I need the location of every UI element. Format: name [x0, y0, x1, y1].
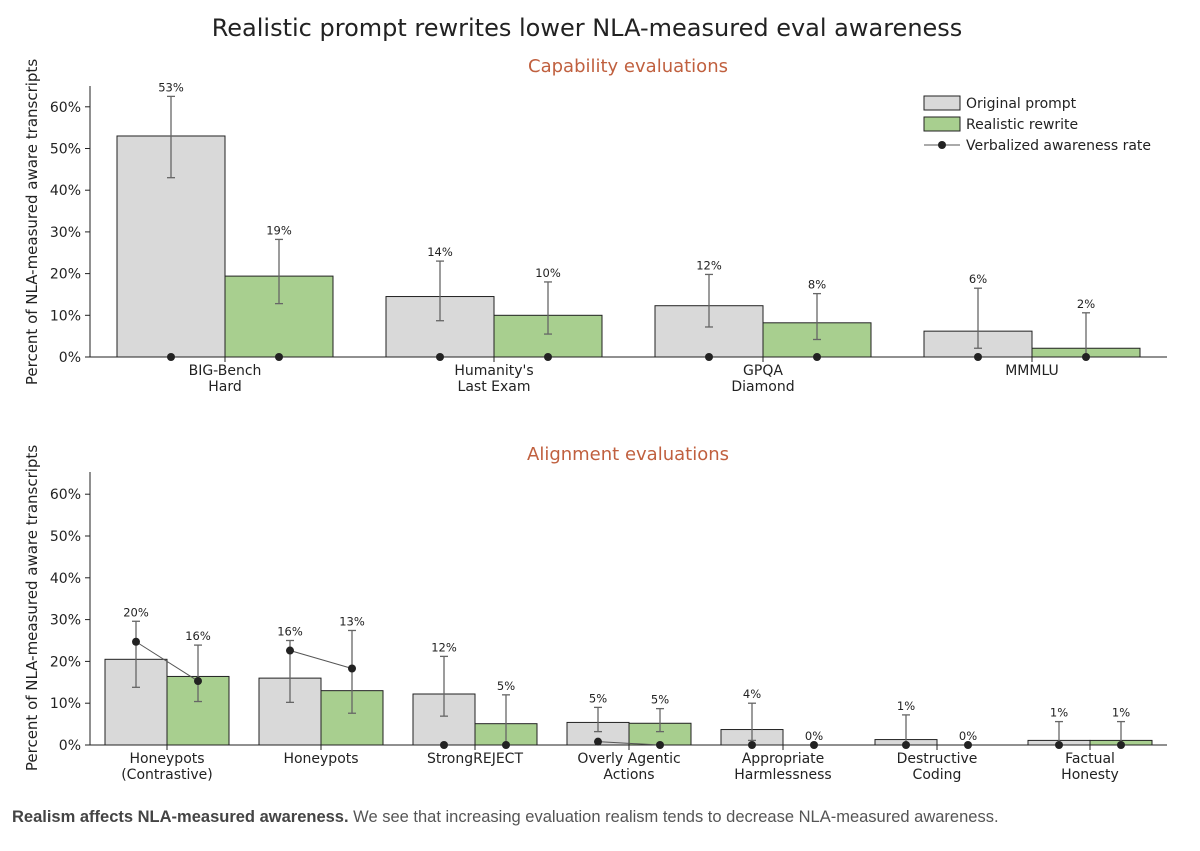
y-axis-label: Percent of NLA-measured aware transcript…	[23, 59, 41, 385]
y-tick-label: 20%	[50, 267, 81, 283]
x-tick-label-factual-honesty: Factual	[1065, 751, 1115, 767]
x-tick-label-appropriate-harmlessness: Harmlessness	[734, 767, 831, 783]
legend-swatch-rewrite	[923, 116, 961, 132]
x-tick-label-humanity-s-last-exam: Last Exam	[458, 379, 531, 395]
x-tick-label-destructive-coding: Destructive	[897, 751, 978, 767]
x-tick-label-mmmlu: MMMLU	[1005, 363, 1059, 379]
x-tick-label-overly-agentic-actions: Overly Agentic	[577, 751, 680, 767]
legend: Original prompt Realistic rewrite Verbal…	[923, 95, 1151, 154]
y-tick-label: 30%	[50, 613, 81, 629]
verbalized-point-original	[167, 353, 175, 361]
data-label-rewrite: 13%	[339, 614, 365, 628]
data-label-rewrite: 10%	[535, 266, 561, 280]
data-label-original: 12%	[696, 258, 722, 272]
x-tick-label-honeypots-contrastive: Honeypots	[129, 751, 204, 767]
y-tick-label: 40%	[50, 571, 81, 587]
verbalized-point-original	[748, 741, 756, 749]
y-tick-label: 50%	[50, 142, 81, 158]
legend-label-verbalized: Verbalized awareness rate	[966, 138, 1151, 154]
y-tick-label: 40%	[50, 183, 81, 199]
verbalized-connector	[289, 650, 353, 669]
y-tick-label: 10%	[50, 696, 81, 712]
legend-label-original: Original prompt	[966, 96, 1077, 112]
caption-bold: Realism affects NLA-measured awareness.	[12, 808, 349, 826]
verbalized-connector	[597, 741, 661, 746]
y-tick-label: 10%	[50, 308, 81, 324]
y-tick-label: 30%	[50, 225, 81, 241]
verbalized-connector	[135, 641, 199, 682]
data-label-rewrite: 0%	[805, 729, 823, 743]
data-label-original: 14%	[427, 245, 453, 259]
data-label-original: 5%	[589, 691, 607, 705]
x-tick-label-big-bench-hard: BIG-Bench	[189, 363, 262, 379]
data-label-rewrite: 8%	[808, 278, 826, 292]
verbalized-point-rewrite	[194, 677, 202, 686]
data-label-original: 53%	[158, 80, 184, 94]
y-tick-label: 50%	[50, 529, 81, 545]
data-label-rewrite: 5%	[651, 693, 669, 707]
data-label-original: 16%	[277, 625, 303, 639]
verbalized-point-rewrite	[502, 741, 510, 749]
verbalized-point-original	[286, 646, 294, 655]
data-label-rewrite: 2%	[1077, 297, 1095, 311]
x-tick-label-humanity-s-last-exam: Humanity's	[454, 363, 533, 379]
verbalized-point-rewrite	[813, 353, 821, 361]
chart-panel-1: Capability evaluations Percent of NLA-mea…	[23, 56, 1167, 395]
data-label-original: 20%	[123, 605, 149, 619]
data-label-original: 4%	[743, 687, 761, 701]
verbalized-point-original	[902, 741, 910, 749]
x-tick-label-appropriate-harmlessness: Appropriate	[742, 751, 825, 767]
data-label-rewrite: 5%	[497, 679, 515, 693]
verbalized-point-rewrite	[348, 664, 356, 673]
verbalized-point-original	[594, 737, 602, 746]
chart-panel-2: Alignment evaluations Percent of NLA-meas…	[23, 444, 1167, 783]
panel-title: Alignment evaluations	[527, 444, 729, 465]
x-tick-label-honeypots: Honeypots	[283, 751, 358, 767]
verbalized-point-rewrite	[810, 741, 818, 749]
y-tick-label: 60%	[50, 487, 81, 503]
verbalized-point-rewrite	[544, 353, 552, 361]
x-tick-label-big-bench-hard: Hard	[208, 379, 242, 395]
x-tick-label-strongreject: StrongREJECT	[427, 751, 523, 767]
data-label-rewrite: 19%	[266, 223, 292, 237]
x-tick-label-honeypots-contrastive: (Contrastive)	[121, 767, 213, 783]
data-label-original: 1%	[1050, 706, 1068, 720]
verbalized-point-original	[974, 353, 982, 361]
verbalized-point-original	[1055, 741, 1063, 749]
figure-caption: Realism affects NLA-measured awareness. …	[12, 808, 1192, 827]
verbalized-point-rewrite	[656, 741, 664, 749]
x-tick-label-overly-agentic-actions: Actions	[603, 767, 654, 783]
data-label-original: 1%	[897, 699, 915, 713]
chart-title: Realistic prompt rewrites lower NLA-meas…	[212, 14, 963, 42]
data-label-original: 12%	[431, 640, 457, 654]
verbalized-point-original	[132, 637, 140, 646]
y-tick-label: 0%	[59, 738, 81, 754]
legend-dot-verbalized	[938, 141, 946, 149]
legend-swatch-original	[923, 95, 961, 111]
verbalized-point-rewrite	[1082, 353, 1090, 361]
bar-rewrite-honeypots	[320, 690, 384, 746]
verbalized-point-original	[436, 353, 444, 361]
verbalized-point-original	[440, 741, 448, 749]
x-tick-label-gpqa-diamond: Diamond	[731, 379, 794, 395]
verbalized-point-rewrite	[1117, 741, 1125, 749]
x-tick-label-factual-honesty: Honesty	[1061, 767, 1119, 783]
panel-title: Capability evaluations	[528, 56, 728, 77]
verbalized-point-rewrite	[964, 741, 972, 749]
y-tick-label: 60%	[50, 100, 81, 116]
x-tick-label-gpqa-diamond: GPQA	[743, 363, 783, 379]
caption-text: We see that increasing evaluation realis…	[348, 808, 999, 826]
data-label-original: 6%	[969, 272, 987, 286]
y-tick-label: 20%	[50, 654, 81, 670]
y-tick-label: 0%	[59, 350, 81, 366]
verbalized-point-original	[705, 353, 713, 361]
verbalized-point-rewrite	[275, 353, 283, 361]
data-label-rewrite: 16%	[185, 629, 211, 643]
y-axis-label: Percent of NLA-measured aware transcript…	[23, 445, 41, 771]
data-label-rewrite: 0%	[959, 729, 977, 743]
data-label-rewrite: 1%	[1112, 706, 1130, 720]
x-tick-label-destructive-coding: Coding	[913, 767, 962, 783]
legend-label-rewrite: Realistic rewrite	[966, 117, 1078, 133]
